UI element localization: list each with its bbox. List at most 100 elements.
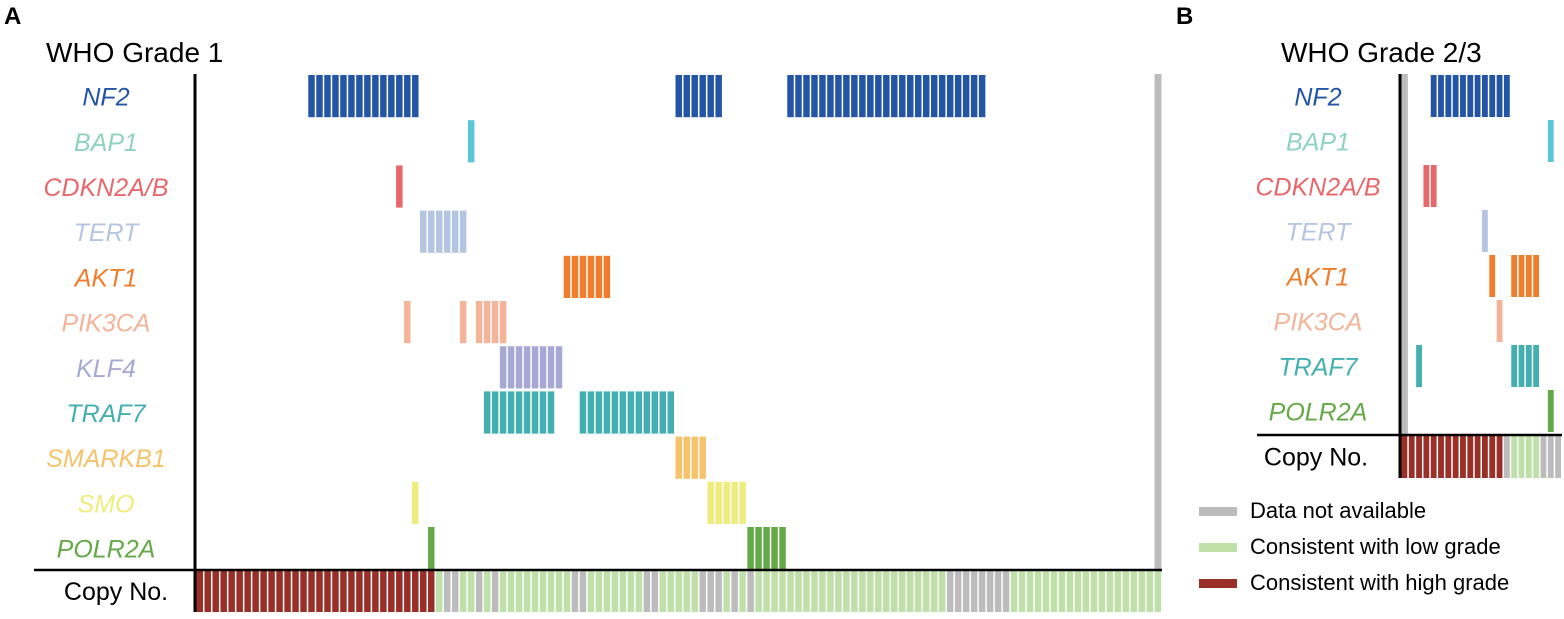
copy-cell-na (1503, 436, 1510, 478)
copy-cell-high (1489, 436, 1496, 478)
cell-traf7 (491, 391, 499, 434)
cell-nf2 (691, 75, 698, 118)
copy-cell-high (212, 571, 219, 612)
gene-label-smo: SMO (78, 490, 135, 518)
cell-traf7 (667, 391, 674, 434)
cell-tert (428, 210, 435, 253)
copy-cell-low (1098, 571, 1106, 612)
cell-traf7 (1416, 345, 1422, 387)
cell-nf2 (683, 75, 690, 118)
cell-bap1 (467, 120, 475, 163)
copy-cell-low (851, 571, 858, 612)
cell-nf2 (1482, 75, 1488, 117)
gene-label-smarkb1: SMARKB1 (46, 445, 165, 473)
cell-pik3ca (459, 301, 467, 344)
cell-akt1 (595, 255, 603, 298)
copy-cell-low (555, 571, 563, 612)
copy-cell-low (907, 571, 914, 612)
copy-number-label: Copy No. (1264, 444, 1368, 472)
copy-cell-na (715, 571, 722, 612)
cell-nf2 (1430, 75, 1437, 117)
cell-polr2a (771, 527, 778, 570)
cell-tert (1482, 210, 1488, 252)
cell-pik3ca (404, 301, 411, 344)
copy-cell-low (859, 571, 866, 612)
cell-nf2 (1496, 75, 1503, 117)
copy-cell-low (483, 571, 491, 612)
cell-nf2 (675, 75, 682, 118)
cell-nf2 (348, 75, 355, 118)
copy-cell-na (1540, 436, 1547, 478)
cell-pik3ca (499, 301, 507, 344)
gene-label-traf7: TRAF7 (66, 400, 146, 428)
cell-nf2 (1460, 75, 1466, 117)
copy-cell-high (324, 571, 331, 612)
cell-smo (739, 481, 746, 524)
cell-smarkb1 (675, 436, 682, 479)
cell-akt1 (1511, 255, 1518, 297)
cell-nf2 (364, 75, 371, 118)
gene-label-tert: TERT (74, 219, 141, 247)
copy-cell-na (579, 571, 587, 612)
copy-cell-low (923, 571, 930, 612)
copy-cell-high (372, 571, 379, 612)
cell-smo (715, 481, 722, 524)
copy-cell-low (1533, 436, 1540, 478)
cell-traf7 (523, 391, 531, 434)
legend-swatch-high (1199, 579, 1237, 588)
copy-cell-na (1555, 436, 1561, 478)
cell-nf2 (332, 75, 339, 118)
copy-cell-low (739, 571, 746, 612)
cell-polr2a (755, 527, 762, 570)
gene-label-pik3ca: PIK3CA (62, 310, 151, 338)
copy-cell-low (507, 571, 515, 612)
copy-cell-low (627, 571, 635, 612)
gene-label-klf4: KLF4 (76, 355, 136, 383)
copy-cell-high (204, 571, 211, 612)
copy-cell-low (1066, 571, 1074, 612)
cell-nf2 (915, 75, 922, 118)
copy-cell-na (978, 571, 986, 612)
cell-akt1 (603, 255, 611, 298)
copy-cell-high (348, 571, 355, 612)
copy-cell-high (244, 571, 251, 612)
cell-nf2 (875, 75, 882, 118)
cell-klf4 (555, 346, 563, 389)
copy-cell-high (196, 571, 203, 612)
legend: Data not available Consistent with low gr… (1199, 498, 1509, 595)
copy-cell-low (595, 571, 603, 612)
cell-nf2 (356, 75, 363, 118)
cell-traf7 (499, 391, 507, 434)
copy-cell-na (475, 571, 483, 612)
cell-traf7 (1533, 345, 1540, 387)
copy-cell-low (1018, 571, 1026, 612)
copy-cell-na (451, 571, 459, 612)
copy-cell-high (260, 571, 267, 612)
gene-label-nf2: NF2 (82, 84, 129, 112)
copy-cell-low (675, 571, 682, 612)
copy-cell-high (276, 571, 283, 612)
panel-a: A WHO Grade 1 NF2 BAP1 CDKN2A/B TERT AKT1 PIK3C… (4, 3, 1162, 612)
copy-cell-low (635, 571, 643, 612)
gene-label-tert: TERT (1286, 219, 1353, 247)
cell-traf7 (483, 391, 491, 434)
gene-label-cdkn2a-b: CDKN2A/B (43, 174, 168, 202)
copy-cell-high (1482, 436, 1488, 478)
copy-cell-high (428, 571, 435, 612)
cell-pik3ca (475, 301, 483, 344)
copy-cell-low (611, 571, 619, 612)
copy-cell-low (1010, 571, 1018, 612)
cell-tert (451, 210, 459, 253)
copy-cell-low (1050, 571, 1058, 612)
gene-label-traf7: TRAF7 (1278, 354, 1358, 382)
cell-klf4 (507, 346, 515, 389)
cell-nf2 (883, 75, 890, 118)
cell-smo (412, 481, 419, 524)
copy-cell-low (883, 571, 890, 612)
copy-cell-low (803, 571, 810, 612)
panel-title: WHO Grade 1 (46, 37, 223, 68)
cell-smarkb1 (683, 436, 690, 479)
cell-pik3ca (483, 301, 491, 344)
copy-cell-na (643, 571, 651, 612)
copy-cell-low (1511, 436, 1518, 478)
